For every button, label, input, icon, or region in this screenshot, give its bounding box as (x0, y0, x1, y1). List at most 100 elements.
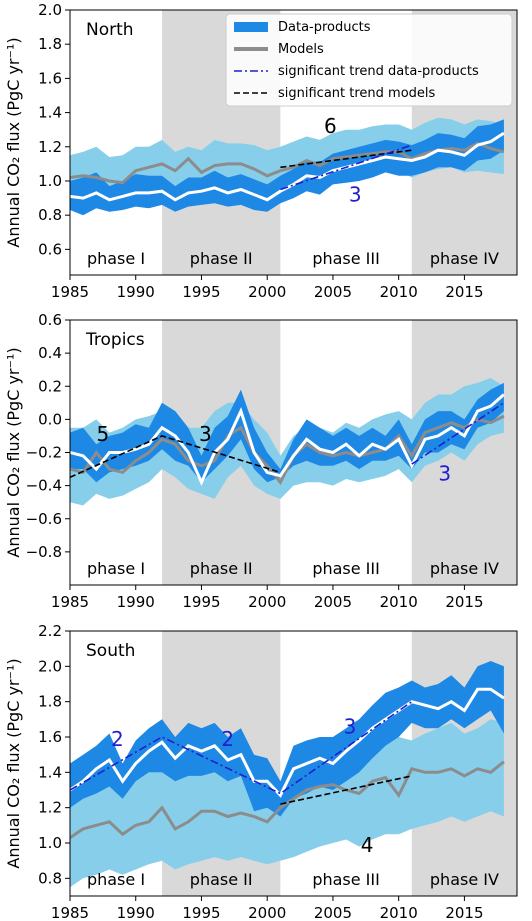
trend-annotation: 3 (344, 714, 357, 738)
y-tick-label: 0.2 (38, 377, 62, 395)
x-tick-label: 2005 (314, 904, 352, 921)
y-tick-label: 1.2 (38, 138, 62, 156)
x-tick-label: 2010 (380, 904, 418, 921)
x-tick-label: 1995 (182, 593, 220, 611)
phase-label: phase II (190, 249, 253, 268)
x-tick-label: 1995 (182, 904, 220, 921)
x-tick-label: 2000 (248, 283, 286, 301)
y-tick-label: 2.2 (38, 622, 62, 640)
x-tick-label: 1985 (51, 283, 89, 301)
x-tick-label: 2000 (248, 593, 286, 611)
y-tick-label: 1.6 (38, 69, 62, 87)
phase-label: phase IV (430, 249, 499, 268)
legend-label: Data-products (278, 20, 371, 35)
x-tick-label: 2015 (445, 283, 483, 301)
phase-label: phase I (87, 559, 145, 578)
data-products-band (70, 382, 504, 483)
y-tick-label: 1.0 (38, 834, 62, 852)
legend-label: Models (278, 42, 324, 57)
y-tick-label: 1.2 (38, 799, 62, 817)
x-tick-label: 2010 (380, 593, 418, 611)
data-products-median-line (70, 393, 505, 487)
trend-data-products-line (70, 701, 413, 795)
models-line (70, 760, 505, 839)
panel-title: Tropics (85, 330, 145, 350)
legend-swatch-data-products (234, 22, 268, 32)
y-tick-label: 0.4 (38, 344, 62, 362)
trend-data-products-line (280, 144, 413, 191)
legend-label: significant trend data-products (278, 64, 479, 79)
phase-label: phase II (190, 870, 253, 889)
plot-frame (69, 630, 518, 897)
phase-label: phase IV (430, 559, 499, 578)
models-band (70, 117, 504, 202)
trend-data-products-line (411, 402, 505, 465)
legend-box (225, 13, 513, 107)
panel-tropics: phase I phase II phase III phase IV 5 3 3 Tropi… (4, 311, 518, 611)
data-products-band (70, 119, 504, 216)
phase-label: phase III (312, 249, 380, 268)
trend-models-line (280, 775, 412, 805)
x-tick-label: 2005 (314, 283, 352, 301)
plot-frame (69, 9, 518, 276)
panel-title: North (86, 20, 134, 40)
y-tick-label: 1.4 (38, 104, 62, 122)
x-tick-label: 1995 (182, 283, 220, 301)
y-tick-label: 1.6 (38, 728, 62, 746)
trend-annotation: 2 (111, 727, 124, 751)
phase-label: phase III (312, 559, 380, 578)
y-tick-label: 1.4 (38, 763, 62, 781)
trend-annotation: 3 (199, 422, 212, 446)
y-tick-label: −0.6 (26, 510, 62, 528)
x-tick-label: 2000 (248, 904, 286, 921)
trend-annotation: 2 (221, 727, 234, 751)
x-tick-label: 1985 (51, 593, 89, 611)
trend-annotation: 3 (349, 182, 362, 206)
y-tick-label: −0.4 (26, 477, 62, 495)
phase-label: phase I (87, 870, 145, 889)
trend-annotation: 4 (361, 833, 374, 857)
data-products-median-line (70, 687, 505, 798)
x-tick-label: 1990 (117, 283, 155, 301)
y-tick-label: 0.8 (38, 206, 62, 224)
x-tick-label: 1990 (117, 593, 155, 611)
y-axis-label: Annual CO₂ flux (PgC yr⁻¹) (4, 658, 23, 868)
y-tick-label: −0.2 (26, 444, 62, 462)
x-tick-label: 2005 (314, 593, 352, 611)
phase-label: phase IV (430, 870, 499, 889)
trend-annotation: 6 (324, 114, 337, 138)
y-axis-label: Annual CO₂ flux (PgC yr⁻¹) (4, 347, 23, 557)
x-tick-label: 2015 (445, 904, 483, 921)
models-band (70, 378, 504, 506)
x-tick-label: 1990 (117, 904, 155, 921)
y-axis-label: Annual CO₂ flux (PgC yr⁻¹) (4, 37, 23, 247)
x-tick-label: 2015 (445, 593, 483, 611)
y-tick-label: 2.0 (38, 657, 62, 675)
phase-label: phase III (312, 870, 380, 889)
trend-models-line (70, 435, 281, 479)
y-tick-label: 0.6 (38, 311, 62, 329)
phase-label: phase I (87, 249, 145, 268)
y-tick-label: 0.0 (38, 410, 62, 428)
y-tick-label: 0.6 (38, 240, 62, 258)
panel-south: phase I phase II phase III phase IV 2 2 3 4 Sout… (4, 622, 518, 921)
models-line (70, 141, 505, 185)
models-line (70, 414, 505, 486)
y-tick-label: 0.8 (38, 869, 62, 887)
x-tick-label: 2010 (380, 283, 418, 301)
panel-title: South (86, 641, 135, 661)
trend-annotation: 3 (438, 462, 451, 486)
legend: Data-products Models significant trend dat… (225, 13, 513, 107)
y-tick-label: 2.0 (38, 1, 62, 19)
legend-label: significant trend models (278, 86, 436, 101)
trend-annotation: 5 (97, 422, 110, 446)
x-tick-label: 1985 (51, 904, 89, 921)
data-products-band (70, 661, 504, 817)
phase-label: phase II (190, 559, 253, 578)
y-tick-label: 1.8 (38, 35, 62, 53)
plot-area (70, 320, 517, 585)
y-tick-label: 1.8 (38, 693, 62, 711)
y-tick-label: −0.8 (26, 543, 62, 561)
y-tick-label: 1.0 (38, 172, 62, 190)
